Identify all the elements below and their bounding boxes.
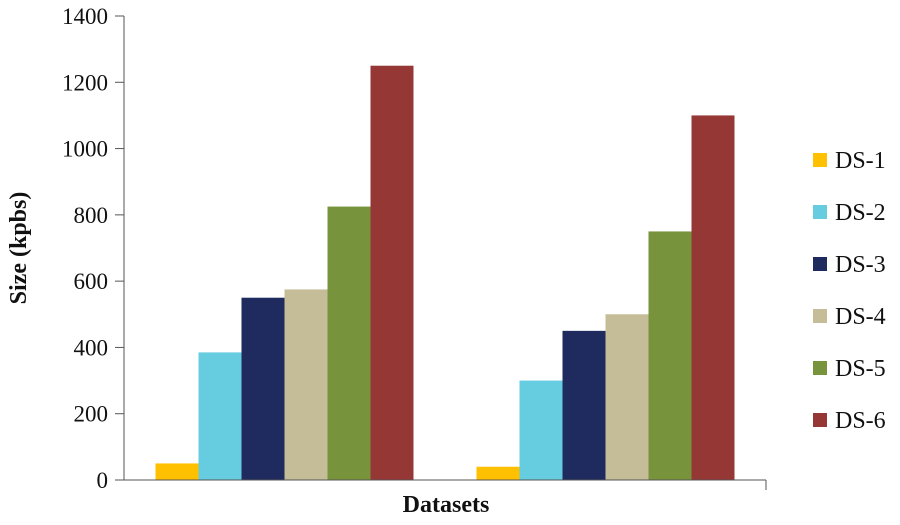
bar-ds-1-group-1 <box>155 463 199 480</box>
legend: DS-1 DS-2 DS-3 DS-4 DS-5 DS-6 <box>813 148 886 434</box>
y-tick-label: 1000 <box>62 137 108 162</box>
legend-label-ds-2: DS-2 <box>835 200 886 226</box>
legend-swatch-ds-6 <box>813 413 827 427</box>
y-tick-label: 400 <box>74 335 109 360</box>
y-axis: 0 200 400 600 800 1000 1200 1400 <box>62 4 125 493</box>
y-tick-label: 200 <box>74 402 109 427</box>
x-axis-title: Datasets <box>403 492 490 518</box>
bar-ds-3-group-2 <box>562 330 606 480</box>
y-tick-label: 600 <box>74 269 109 294</box>
bar-ds-6-group-2 <box>691 115 735 480</box>
legend-swatch-ds-4 <box>813 309 827 323</box>
y-axis-title: Size (kpbs) <box>6 192 32 305</box>
legend-label-ds-4: DS-4 <box>835 304 886 330</box>
bars <box>155 65 735 481</box>
bar-ds-2-group-2 <box>519 380 563 480</box>
legend-swatch-ds-3 <box>813 257 827 271</box>
bar-ds-5-group-2 <box>648 231 692 480</box>
legend-label-ds-5: DS-5 <box>835 356 886 382</box>
legend-label-ds-6: DS-6 <box>835 408 886 434</box>
y-tick-label: 0 <box>97 468 109 493</box>
bar-ds-4-group-2 <box>605 314 649 480</box>
x-axis <box>124 479 767 490</box>
legend-label-ds-3: DS-3 <box>835 252 886 278</box>
legend-swatch-ds-1 <box>813 153 827 167</box>
legend-label-ds-1: DS-1 <box>835 148 886 174</box>
legend-swatch-ds-2 <box>813 205 827 219</box>
bar-ds-1-group-2 <box>476 466 520 480</box>
bar-ds-3-group-1 <box>241 297 285 480</box>
bar-ds-4-group-1 <box>284 289 328 480</box>
y-tick-label: 1200 <box>62 70 108 95</box>
y-tick-label: 1400 <box>62 4 108 29</box>
y-tick-label: 800 <box>74 203 109 228</box>
legend-swatch-ds-5 <box>813 361 827 375</box>
bar-ds-5-group-1 <box>327 206 371 481</box>
bar-ds-2-group-1 <box>198 352 242 480</box>
bar-ds-6-group-1 <box>370 65 414 480</box>
